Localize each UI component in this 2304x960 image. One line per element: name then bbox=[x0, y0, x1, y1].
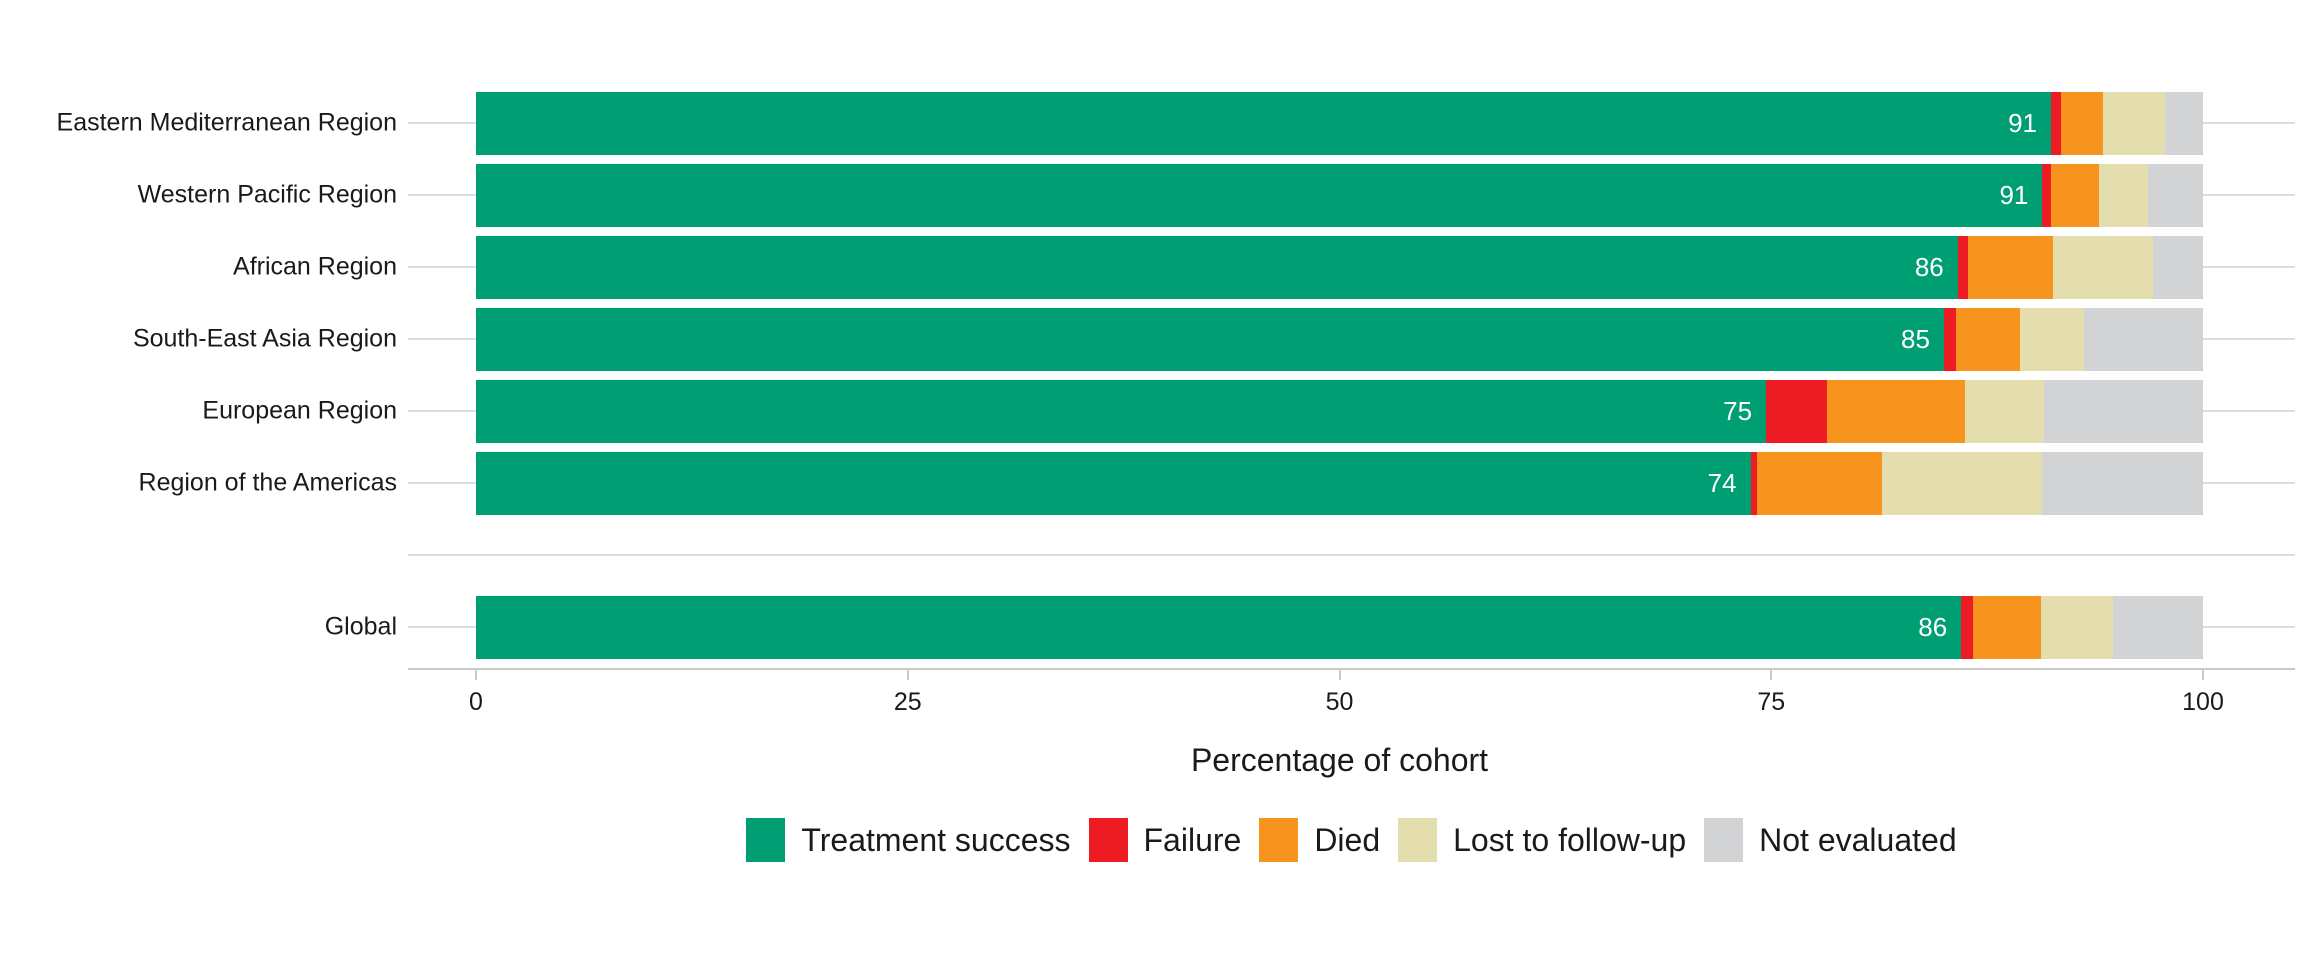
legend-item-treatment-success: Treatment success bbox=[746, 818, 1071, 862]
legend-swatch-failure bbox=[1088, 818, 1128, 862]
bar-value-label: 91 bbox=[1999, 179, 2029, 210]
bar-segment-failure bbox=[1961, 595, 1974, 659]
bar-segment-not-evaluated bbox=[2083, 307, 2203, 371]
bar-segment-lost-to-follow-up bbox=[2102, 91, 2165, 155]
bar-value-label: 86 bbox=[1914, 251, 1944, 282]
legend-swatch-treatment-success bbox=[746, 818, 786, 862]
x-tick-label: 50 bbox=[1325, 688, 1354, 716]
bar-segment-died bbox=[1968, 235, 2053, 299]
bar-segment-not-evaluated bbox=[2147, 163, 2203, 227]
row-label: Global bbox=[324, 612, 397, 641]
legend-label: Died bbox=[1314, 821, 1381, 858]
bar-segment-treatment-success: 85 bbox=[476, 307, 1944, 371]
bar-segment-not-evaluated bbox=[2044, 379, 2203, 443]
bar-value-label: 74 bbox=[1707, 467, 1737, 498]
bar-value-label: 91 bbox=[2008, 107, 2038, 138]
bar-segment-failure bbox=[1957, 235, 1969, 299]
bar-segment-died bbox=[2051, 163, 2100, 227]
row-label: Region of the Americas bbox=[138, 468, 397, 497]
x-tick-label: 100 bbox=[2182, 688, 2224, 716]
legend-item-failure: Failure bbox=[1088, 818, 1242, 862]
legend-item-died: Died bbox=[1259, 818, 1380, 862]
bar-segment-failure bbox=[1750, 451, 1758, 515]
bar-segment-treatment-success: 86 bbox=[476, 235, 1958, 299]
row-label: European Region bbox=[202, 396, 397, 425]
bar-segment-not-evaluated bbox=[2042, 451, 2203, 515]
bar-row: 86 bbox=[476, 235, 2203, 299]
row-label: African Region bbox=[233, 252, 397, 281]
bar-value-label: 85 bbox=[1901, 323, 1930, 354]
bar-segment-treatment-success: 91 bbox=[476, 163, 2043, 227]
bar-row: 75 bbox=[476, 379, 2203, 443]
bar-segment-lost-to-follow-up bbox=[2040, 595, 2114, 659]
bar-segment-treatment-success: 86 bbox=[476, 595, 1962, 659]
bar-segment-treatment-success: 74 bbox=[476, 451, 1751, 515]
bar-segment-treatment-success: 91 bbox=[476, 91, 2052, 155]
bar-segment-died bbox=[1757, 451, 1882, 515]
bar-segment-lost-to-follow-up bbox=[2099, 163, 2148, 227]
bar-segment-failure bbox=[2042, 163, 2051, 227]
x-tick-label: 75 bbox=[1757, 688, 1786, 716]
grid-line bbox=[408, 554, 2295, 556]
x-axis-title: Percentage of cohort bbox=[1190, 742, 1489, 778]
row-label: Western Pacific Region bbox=[137, 180, 397, 209]
legend-swatch-not-evaluated bbox=[1704, 818, 1744, 862]
bar-segment-failure bbox=[1766, 379, 1827, 443]
legend-label: Lost to follow-up bbox=[1453, 821, 1687, 858]
x-tick bbox=[906, 670, 909, 680]
x-tick-label: 25 bbox=[893, 688, 922, 716]
legend: Treatment success Failure Died Lost to foll… bbox=[408, 818, 2295, 862]
bar-segment-not-evaluated bbox=[2152, 235, 2203, 299]
x-tick-label: 0 bbox=[469, 688, 483, 716]
x-axis-line bbox=[408, 668, 2295, 670]
bar-segment-lost-to-follow-up bbox=[1964, 379, 2045, 443]
x-tick bbox=[1338, 670, 1341, 680]
x-tick bbox=[475, 670, 477, 680]
bar-row: 91 bbox=[476, 91, 2203, 155]
legend-swatch-lost-to-follow-up bbox=[1398, 818, 1438, 862]
x-tick bbox=[2202, 670, 2204, 680]
row-label: South-East Asia Region bbox=[132, 324, 397, 353]
bar-segment-failure bbox=[1943, 307, 1957, 371]
bar-segment-lost-to-follow-up bbox=[2052, 235, 2153, 299]
bar-segment-failure bbox=[2051, 91, 2062, 155]
bar-segment-not-evaluated bbox=[2113, 595, 2203, 659]
legend-label: Not evaluated bbox=[1759, 821, 1957, 858]
bar-row: 91 bbox=[476, 163, 2203, 227]
legend-item-lost-to-follow-up: Lost to follow-up bbox=[1398, 818, 1686, 862]
bar-segment-died bbox=[1973, 595, 2041, 659]
row-label: Eastern Mediterranean Region bbox=[56, 108, 397, 137]
legend-label: Treatment success bbox=[801, 821, 1071, 858]
legend-label: Failure bbox=[1143, 821, 1242, 858]
bar-value-label: 75 bbox=[1723, 395, 1753, 426]
legend-item-not-evaluated: Not evaluated bbox=[1704, 818, 1957, 862]
bar-row: 86 bbox=[476, 595, 2203, 659]
legend-swatch-died bbox=[1259, 818, 1299, 862]
bar-row: 85 bbox=[476, 307, 2203, 371]
bar-segment-lost-to-follow-up bbox=[2019, 307, 2084, 371]
bar-segment-not-evaluated bbox=[2164, 91, 2203, 155]
bar-segment-died bbox=[1826, 379, 1965, 443]
bar-value-label: 86 bbox=[1918, 611, 1948, 642]
x-axis-title-wrap: Percentage of cohort bbox=[476, 742, 2203, 779]
x-tick bbox=[1770, 670, 1773, 680]
bar-segment-treatment-success: 75 bbox=[476, 379, 1767, 443]
bar-row: 74 bbox=[476, 451, 2203, 515]
bar-segment-died bbox=[1956, 307, 2020, 371]
bar-segment-lost-to-follow-up bbox=[1881, 451, 2043, 515]
bar-segment-died bbox=[2061, 91, 2103, 155]
